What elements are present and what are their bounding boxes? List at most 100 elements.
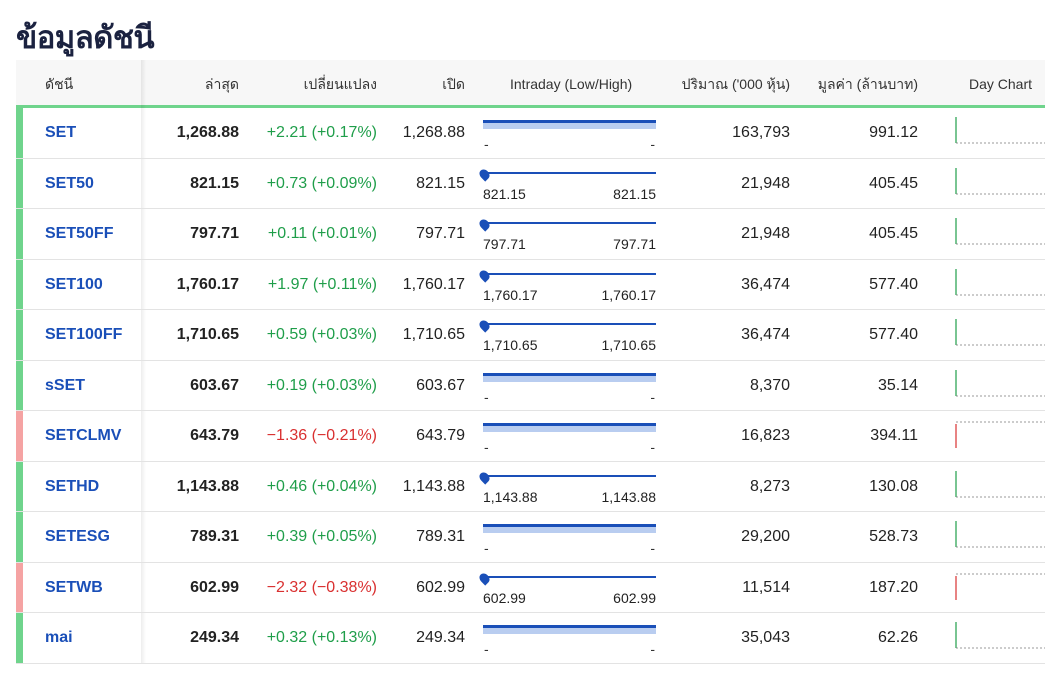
- last-price: 789.31: [190, 528, 239, 545]
- day-chart-sparkline: [955, 622, 1045, 649]
- day-chart[interactable]: [954, 570, 1045, 602]
- volume: 163,793: [732, 124, 790, 141]
- intraday-range-band: [483, 625, 656, 634]
- open-price: 1,760.17: [402, 275, 465, 293]
- intraday-range: - -: [483, 371, 656, 405]
- intraday-range-line: [477, 469, 656, 485]
- index-symbol-link[interactable]: SET: [45, 124, 77, 141]
- table-row[interactable]: SET50FF 797.71 +0.11 (+0.01%) 797.71 797…: [16, 209, 1045, 260]
- day-chart[interactable]: [954, 418, 1045, 450]
- table-row[interactable]: SETESG 789.31 +0.39 (+0.05%) 789.31 - - …: [16, 512, 1045, 563]
- day-chart-sparkline: [955, 573, 1045, 600]
- sticky-column-shadow: [141, 360, 146, 410]
- day-chart[interactable]: [954, 469, 1045, 501]
- intraday-range: 821.15 821.15: [477, 166, 656, 203]
- table-row[interactable]: mai 249.34 +0.32 (+0.13%) 249.34 - - 35,…: [16, 613, 1045, 664]
- day-chart[interactable]: [954, 216, 1045, 248]
- header-value[interactable]: มูลค่า (ล้านบาท): [817, 76, 918, 92]
- intraday-high: 1,760.17: [601, 286, 657, 303]
- day-chart[interactable]: [954, 620, 1045, 652]
- table-row[interactable]: SET50 821.15 +0.73 (+0.09%) 821.15 821.1…: [16, 158, 1045, 209]
- open-price: 821.15: [416, 174, 465, 192]
- intraday-low: 1,760.17: [483, 286, 538, 303]
- index-symbol-link[interactable]: mai: [45, 629, 73, 646]
- direction-bar: [16, 512, 23, 562]
- direction-bar: [16, 108, 23, 158]
- intraday-marker-icon: [477, 570, 492, 586]
- intraday-low: 602.99: [483, 589, 526, 606]
- intraday-marker-icon: [477, 166, 492, 182]
- volume: 21,948: [741, 225, 790, 242]
- intraday-high: -: [650, 540, 655, 556]
- day-chart[interactable]: [954, 317, 1045, 349]
- day-chart[interactable]: [954, 368, 1045, 400]
- table-row[interactable]: SETCLMV 643.79 −1.36 (−0.21%) 643.79 - -…: [16, 411, 1045, 462]
- table-row[interactable]: SETWB 602.99 −2.32 (−0.38%) 602.99 602.9…: [16, 562, 1045, 613]
- table-row[interactable]: SET 1,268.88 +2.21 (+0.17%) 1,268.88 - -…: [16, 108, 1045, 159]
- index-symbol-link[interactable]: SETESG: [45, 528, 110, 545]
- direction-bar: [16, 360, 23, 410]
- open-price: 1,268.88: [402, 124, 465, 141]
- intraday-marker-icon: [477, 318, 492, 333]
- day-chart[interactable]: [954, 267, 1045, 299]
- intraday-low: 1,710.65: [483, 337, 538, 353]
- price-change: +2.21 (+0.17%): [266, 124, 377, 141]
- day-chart-sparkline: [955, 421, 1045, 448]
- header-index[interactable]: ดัชนี: [45, 76, 74, 92]
- table-row[interactable]: SET100FF 1,710.65 +0.59 (+0.03%) 1,710.6…: [16, 310, 1045, 361]
- open-price: 1,710.65: [402, 326, 465, 343]
- index-symbol-link[interactable]: SET100: [45, 275, 103, 293]
- day-chart-sparkline: [955, 117, 1045, 144]
- index-symbol-link[interactable]: SET50: [45, 174, 94, 192]
- table-body: SET 1,268.88 +2.21 (+0.17%) 1,268.88 - -…: [16, 108, 1045, 664]
- direction-bar: [16, 259, 23, 309]
- last-price: 797.71: [190, 225, 239, 242]
- header-open[interactable]: เปิด: [442, 76, 465, 92]
- day-chart[interactable]: [954, 519, 1045, 551]
- index-symbol-link[interactable]: SETWB: [45, 578, 103, 596]
- header-day-chart: Day Chart: [969, 76, 1033, 92]
- index-symbol-link[interactable]: SETCLMV: [45, 427, 122, 444]
- sticky-column-shadow: [141, 259, 146, 309]
- last-price: 1,268.88: [176, 124, 239, 141]
- page-title: ข้อมูลดัชนี: [16, 20, 155, 56]
- last-price: 603.67: [190, 376, 239, 394]
- table-row[interactable]: sSET 603.67 +0.19 (+0.03%) 603.67 - - 8,…: [16, 360, 1045, 411]
- index-symbol-link[interactable]: SET50FF: [45, 225, 114, 242]
- intraday-high: -: [650, 641, 655, 657]
- last-price: 1,710.65: [176, 326, 239, 343]
- header-volume[interactable]: ปริมาณ ('000 หุ้น): [681, 76, 790, 92]
- table-row[interactable]: SET100 1,760.17 +1.97 (+0.11%) 1,760.17 …: [16, 259, 1045, 310]
- header-change[interactable]: เปลี่ยนแปลง: [303, 76, 377, 92]
- intraday-low: -: [484, 439, 489, 455]
- last-price: 249.34: [190, 629, 239, 646]
- day-chart-sparkline: [955, 470, 1045, 497]
- sticky-column-shadow: [141, 613, 146, 663]
- last-price: 602.99: [190, 578, 239, 596]
- price-change: −2.32 (−0.38%): [266, 578, 377, 596]
- volume: 36,474: [741, 275, 790, 293]
- volume: 29,200: [741, 528, 790, 545]
- header-intraday[interactable]: Intraday (Low/High): [510, 76, 633, 92]
- intraday-high: 1,710.65: [601, 337, 657, 353]
- direction-bar: [16, 209, 23, 259]
- intraday-low: -: [484, 540, 489, 556]
- intraday-range: - -: [483, 522, 656, 556]
- intraday-low: 797.71: [483, 236, 526, 252]
- table-row[interactable]: SETHD 1,143.88 +0.46 (+0.04%) 1,143.88 1…: [16, 461, 1045, 512]
- sticky-column-shadow: [141, 108, 146, 158]
- sticky-column-shadow: [141, 310, 146, 360]
- open-price: 603.67: [416, 376, 465, 394]
- value: 62.26: [877, 629, 918, 646]
- index-symbol-link[interactable]: SET100FF: [45, 326, 123, 343]
- price-change: +0.73 (+0.09%): [266, 174, 377, 192]
- price-change: +0.46 (+0.04%): [266, 477, 377, 495]
- index-symbol-link[interactable]: sSET: [45, 376, 86, 394]
- day-chart[interactable]: [954, 166, 1045, 198]
- header-last[interactable]: ล่าสุด: [204, 76, 239, 92]
- index-symbol-link[interactable]: SETHD: [45, 477, 100, 495]
- value: 405.45: [869, 174, 918, 192]
- open-price: 643.79: [416, 427, 465, 444]
- day-chart[interactable]: [954, 115, 1045, 147]
- intraday-range: - -: [483, 421, 656, 455]
